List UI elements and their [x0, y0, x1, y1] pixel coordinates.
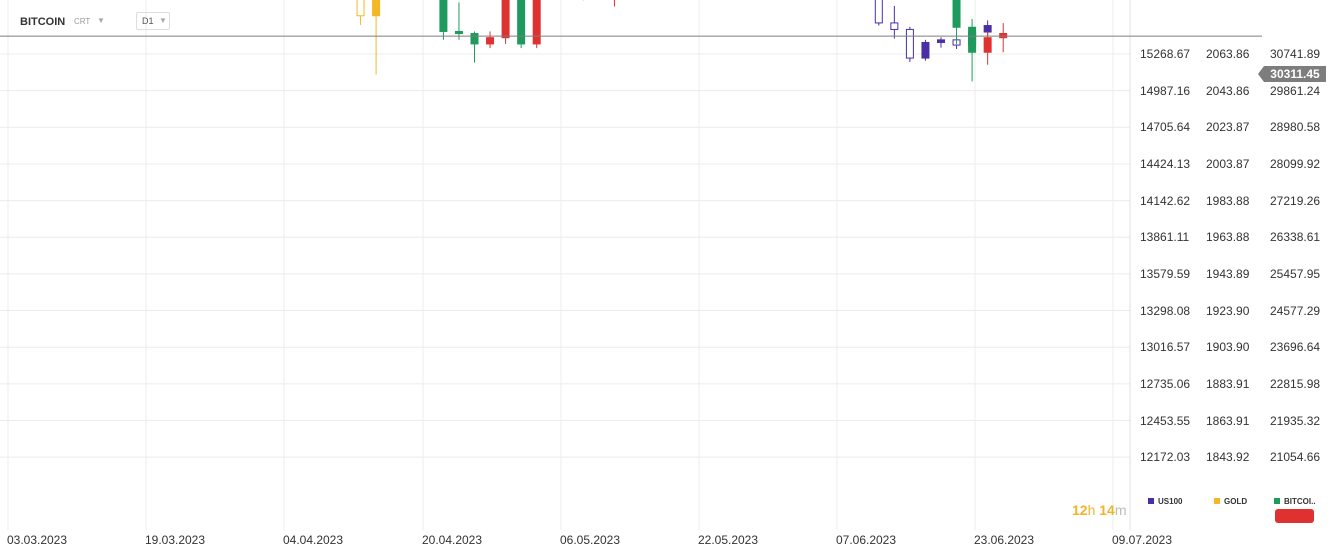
bitcoin-candle	[983, 37, 992, 53]
legend-label: GOLD	[1224, 497, 1248, 506]
us100-tick-label: 12453.55	[1140, 413, 1191, 428]
gold-tick-label: 2043.86	[1206, 83, 1250, 98]
date-tick-label: 23.06.2023	[973, 533, 1035, 547]
us100-tick-label: 13298.08	[1140, 303, 1191, 318]
bitcoin-candle	[439, 0, 448, 32]
us100-candle	[874, 0, 883, 24]
bitcoin-candle	[454, 30, 463, 35]
legend-swatch	[1274, 498, 1280, 504]
gold-tick-label: 1963.88	[1206, 230, 1250, 245]
us100-tick-label: 12172.03	[1140, 450, 1191, 465]
gold-series	[356, 0, 381, 75]
bitcoin-candle	[968, 26, 977, 53]
bitcoin-tick-label: 28099.92	[1270, 156, 1321, 171]
countdown-minutes: 14	[1099, 502, 1115, 518]
bitcoin-candle	[501, 0, 510, 39]
bitcoin-tick-label: 21054.66	[1270, 450, 1321, 465]
legend-swatch	[1148, 498, 1154, 504]
last-price-badge: 30311.45	[1258, 66, 1326, 82]
bitcoin-candle	[517, 0, 526, 45]
date-tick-label: 03.03.2023	[6, 533, 68, 547]
us100-tick-label: 13579.59	[1140, 266, 1191, 281]
grid-lines	[0, 0, 1131, 530]
bitcoin-tick-label: 25457.95	[1270, 266, 1321, 281]
instrument-type-label: CRT	[74, 17, 91, 26]
countdown-minutes-unit: m	[1114, 502, 1127, 518]
us100-tick-label: 13861.11	[1140, 230, 1190, 245]
gold-tick-label: 1923.90	[1206, 303, 1250, 318]
bitcoin-candle	[532, 0, 541, 45]
us100-tick-label: 15268.67	[1140, 47, 1191, 61]
gold-tick-label: 2003.87	[1206, 156, 1250, 171]
bitcoin-candle	[486, 37, 495, 45]
bitcoin-tick-label: 22815.98	[1270, 376, 1321, 391]
countdown-hours: 12	[1072, 502, 1088, 518]
bitcoin-tick-label: 26338.61	[1270, 230, 1321, 245]
bitcoin-tick-label: 24577.29	[1270, 303, 1321, 318]
symbol-label[interactable]: BITCOIN	[20, 16, 66, 28]
candle-countdown: 12h 14m	[1072, 502, 1127, 518]
bitcoin-tick-label: 29861.24	[1270, 83, 1321, 98]
us100-candle	[890, 22, 899, 30]
date-tick-label: 04.04.2023	[282, 533, 344, 547]
legend-bitcoin[interactable]: BITCOI..	[1274, 497, 1316, 506]
chart-toolbar: BITCOIN CRT ▼ D1 ▼	[0, 0, 1130, 36]
timeframe-select[interactable]: D1 ▼	[136, 12, 170, 30]
countdown-hours-unit: h	[1087, 502, 1096, 518]
date-tick-label: 19.03.2023	[144, 533, 206, 547]
bitcoin-candle	[952, 0, 961, 28]
gold-tick-label: 1943.89	[1206, 266, 1250, 281]
us100-tick-label: 13016.57	[1140, 340, 1191, 355]
us100-candle	[905, 28, 914, 59]
legend-swatch	[1214, 498, 1220, 504]
us100-candle	[937, 39, 945, 43]
legend-gold[interactable]: GOLD	[1214, 497, 1247, 506]
bitcoin-tick-label: 30741.89	[1270, 47, 1321, 61]
us100-candle	[921, 41, 930, 59]
gold-tick-label: 1903.90	[1206, 340, 1250, 355]
bitcoin-series	[439, 0, 1008, 82]
us100-tick-label: 14987.16	[1140, 83, 1191, 98]
date-tick-label: 22.05.2023	[697, 533, 759, 547]
gold-candle	[372, 0, 381, 17]
chevron-down-icon: ▼	[159, 16, 167, 25]
date-tick-label: 07.06.2023	[835, 533, 897, 547]
legend-label: BITCOI..	[1284, 497, 1316, 506]
remove-indicator-button[interactable]	[1275, 509, 1314, 523]
gold-tick-label: 1863.91	[1206, 413, 1250, 428]
bitcoin-tick-label: 28980.58	[1270, 120, 1321, 135]
gold-tick-label: 2023.87	[1206, 120, 1250, 135]
bitcoin-tick-label: 23696.64	[1270, 340, 1321, 355]
date-tick-label: 06.05.2023	[559, 533, 621, 547]
gold-tick-label: 2063.86	[1206, 47, 1250, 61]
symbol-dropdown-icon[interactable]: ▼	[97, 16, 105, 25]
gold-candle	[356, 0, 365, 17]
us100-tick-label: 14424.13	[1140, 156, 1191, 171]
us100-tick-label: 14142.62	[1140, 193, 1191, 208]
date-tick-label: 09.07.2023	[1111, 533, 1173, 547]
legend-label: US100	[1158, 497, 1183, 506]
date-tick-label: 20.04.2023	[421, 533, 483, 547]
us100-tick-label: 12735.06	[1140, 376, 1191, 391]
bitcoin-tick-label: 27219.26	[1270, 193, 1321, 208]
gold-tick-label: 1843.92	[1206, 450, 1250, 465]
legend-us100[interactable]: US100	[1148, 497, 1182, 506]
bitcoin-tick-label: 21935.32	[1270, 413, 1321, 428]
gold-tick-label: 1983.88	[1206, 193, 1250, 208]
timeframe-label: D1	[142, 16, 154, 26]
gold-tick-label: 1883.91	[1206, 376, 1250, 391]
us100-tick-label: 14705.64	[1140, 120, 1191, 135]
bitcoin-candle	[470, 33, 479, 45]
